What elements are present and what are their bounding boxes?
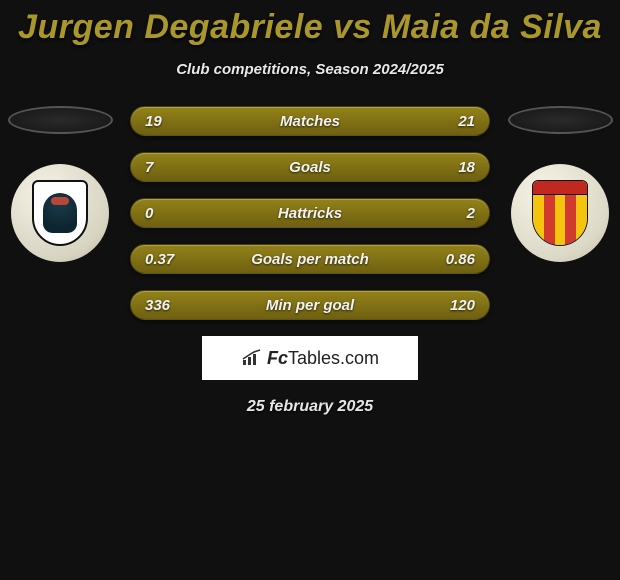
stat-row-mpg: 336 Min per goal 120 (130, 290, 490, 320)
stat-row-goals: 7 Goals 18 (130, 152, 490, 182)
stat-right-value: 18 (431, 159, 475, 176)
left-shield-icon (32, 180, 88, 246)
stat-label: Hattricks (189, 205, 431, 222)
stat-bars: 19 Matches 21 7 Goals 18 0 Hattricks 2 0… (130, 106, 490, 320)
chart-icon (241, 349, 263, 367)
vs-label: vs (333, 8, 372, 46)
stat-left-value: 0 (145, 205, 189, 222)
right-ellipse-decoration (508, 106, 613, 134)
stat-label: Matches (189, 113, 431, 130)
brand-box: FcTables.com (202, 336, 418, 380)
stat-left-value: 0.37 (145, 251, 189, 268)
stat-left-value: 336 (145, 297, 189, 314)
stat-right-value: 2 (431, 205, 475, 222)
page-title: Jurgen Degabriele vs Maia da Silva (0, 0, 620, 47)
stat-right-value: 21 (431, 113, 475, 130)
stat-label: Min per goal (189, 297, 431, 314)
brand-name-1: Fc (267, 348, 288, 369)
right-club-column (500, 106, 620, 262)
comparison-date: 25 february 2025 (0, 398, 620, 416)
right-shield-icon (532, 180, 588, 246)
stat-right-value: 0.86 (431, 251, 475, 268)
right-club-crest (511, 164, 609, 262)
stat-label: Goals per match (189, 251, 431, 268)
left-ellipse-decoration (8, 106, 113, 134)
stat-label: Goals (189, 159, 431, 176)
player1-name: Jurgen Degabriele (18, 8, 323, 46)
player2-name: Maia da Silva (382, 8, 602, 46)
stat-right-value: 120 (431, 297, 475, 314)
left-club-column (0, 106, 120, 262)
stat-row-gpm: 0.37 Goals per match 0.86 (130, 244, 490, 274)
left-club-crest (11, 164, 109, 262)
stat-left-value: 7 (145, 159, 189, 176)
brand-name-2: Tables.com (288, 348, 379, 369)
comparison-panel: 19 Matches 21 7 Goals 18 0 Hattricks 2 0… (0, 106, 620, 416)
stat-row-hattricks: 0 Hattricks 2 (130, 198, 490, 228)
subtitle: Club competitions, Season 2024/2025 (0, 61, 620, 78)
peacock-icon (43, 193, 77, 233)
stat-row-matches: 19 Matches 21 (130, 106, 490, 136)
stat-left-value: 19 (145, 113, 189, 130)
